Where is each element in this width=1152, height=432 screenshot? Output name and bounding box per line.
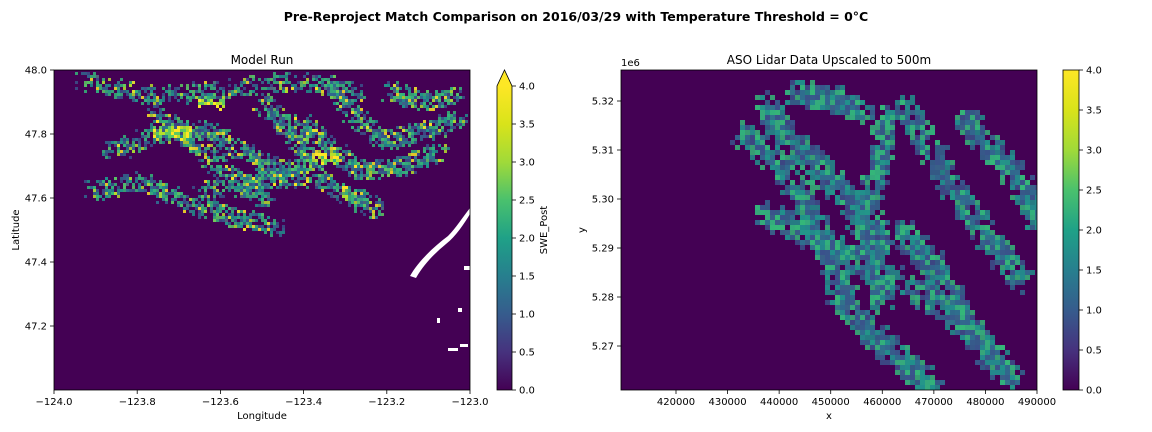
- x-tick-label: 450000: [812, 397, 850, 408]
- colorbar-tick-label: 4.0: [519, 82, 535, 93]
- colorbar-tick-label: 3.5: [1086, 106, 1102, 117]
- y-offset-label: 1e6: [621, 58, 640, 69]
- colorbar-extend-arrow: [497, 70, 512, 86]
- aso-lidar-snow-cells: [730, 80, 1037, 390]
- aso-lidar-colorbar: 0.0 0.5 1.0 1.5 2.0 2.5 3.0 3.5 4.0: [1062, 66, 1102, 397]
- x-tick-label: −123.2: [368, 397, 405, 408]
- colorbar-tick-label: 0.5: [1086, 346, 1102, 357]
- model-run-panel: Model Run −124.0 −123.8 −123.6 −123.4 −123.2…: [11, 53, 550, 422]
- model-run-axes-frame: [53, 69, 471, 391]
- model-run-x-ticks: −124.0 −123.8 −123.6 −123.4 −123.2 −123.0: [35, 390, 489, 408]
- y-tick-label: 47.8: [25, 130, 47, 141]
- aso-lidar-heatmap: [621, 70, 1037, 390]
- model-run-colorbar: 0.0 0.5 1.0 1.5 2.0 2.5 3.0 3.5 4.0 SWE_Post: [496, 69, 550, 397]
- x-tick-label: 470000: [915, 397, 953, 408]
- x-tick-label: 420000: [657, 397, 695, 408]
- figure-title: Pre-Reproject Match Comparison on 2016/0…: [284, 9, 868, 24]
- colorbar-tick-label: 3.0: [1086, 146, 1102, 157]
- y-tick-label: 47.4: [25, 258, 47, 269]
- y-tick-label: 5.31: [592, 146, 614, 157]
- colorbar-tick-label: 2.0: [1086, 226, 1102, 237]
- model-run-snow-cells: [75, 72, 468, 237]
- model-run-xlabel: Longitude: [237, 411, 287, 422]
- colorbar-tick-label: 0.0: [519, 386, 535, 397]
- colorbar-tick-label: 0.0: [1086, 386, 1102, 397]
- x-tick-label: 480000: [966, 397, 1004, 408]
- x-tick-label: 490000: [1018, 397, 1056, 408]
- model-run-heatmap: [54, 70, 470, 390]
- colorbar-tick-label: 3.0: [519, 158, 535, 169]
- y-tick-label: 47.6: [25, 194, 47, 205]
- model-run-title: Model Run: [231, 53, 294, 67]
- x-tick-label: −124.0: [35, 397, 72, 408]
- x-tick-label: −123.4: [285, 397, 322, 408]
- x-tick-label: −123.6: [202, 397, 239, 408]
- colorbar-tick-label: 1.0: [519, 310, 535, 321]
- colorbar-tick-label: 1.0: [1086, 306, 1102, 317]
- aso-lidar-panel: ASO Lidar Data Upscaled to 500m 420000 43…: [577, 53, 1102, 422]
- colorbar-tick-label: 0.5: [519, 348, 535, 359]
- model-run-ylabel: Latitude: [11, 209, 22, 250]
- colorbar-gradient: [497, 86, 512, 390]
- colorbar-tick-label: 2.5: [519, 196, 535, 207]
- aso-lidar-colorbar-ticks: 0.0 0.5 1.0 1.5 2.0 2.5 3.0 3.5 4.0: [1079, 66, 1102, 397]
- y-tick-label: 5.30: [592, 195, 614, 206]
- colorbar-tick-label: 2.5: [1086, 186, 1102, 197]
- aso-lidar-x-ticks: 420000 430000 440000 450000 460000 470000 4800…: [657, 390, 1056, 408]
- x-tick-label: −123.8: [119, 397, 156, 408]
- aso-lidar-axes-frame: [620, 69, 1038, 391]
- colorbar-tick-label: 1.5: [519, 272, 535, 283]
- colorbar-tick-label: 2.0: [519, 234, 535, 245]
- y-tick-label: 47.2: [25, 322, 47, 333]
- aso-lidar-xlabel: x: [826, 411, 832, 422]
- y-tick-label: 5.32: [592, 97, 614, 108]
- colorbar-gradient: [1062, 69, 1080, 391]
- y-tick-label: 48.0: [25, 66, 47, 77]
- aso-lidar-y-ticks: 5.27 5.28 5.29 5.30 5.31 5.32: [592, 97, 621, 353]
- aso-lidar-ylabel: y: [577, 227, 588, 233]
- x-tick-label: 430000: [708, 397, 746, 408]
- y-tick-label: 5.27: [592, 342, 614, 353]
- colorbar-tick-label: 1.5: [1086, 266, 1102, 277]
- model-run-nan-areas: [410, 208, 470, 351]
- y-tick-label: 5.29: [592, 244, 614, 255]
- colorbar-label: SWE_Post: [539, 206, 550, 255]
- colorbar-tick-label: 3.5: [519, 120, 535, 131]
- aso-lidar-title: ASO Lidar Data Upscaled to 500m: [727, 53, 932, 67]
- x-tick-label: 440000: [760, 397, 798, 408]
- y-tick-label: 5.28: [592, 293, 614, 304]
- x-tick-label: 460000: [863, 397, 901, 408]
- x-tick-label: −123.0: [451, 397, 488, 408]
- model-run-colorbar-ticks: 0.0 0.5 1.0 1.5 2.0 2.5 3.0 3.5 4.0: [512, 82, 535, 397]
- colorbar-tick-label: 4.0: [1086, 66, 1102, 77]
- model-run-y-ticks: 47.2 47.4 47.6 47.8 48.0: [25, 66, 54, 333]
